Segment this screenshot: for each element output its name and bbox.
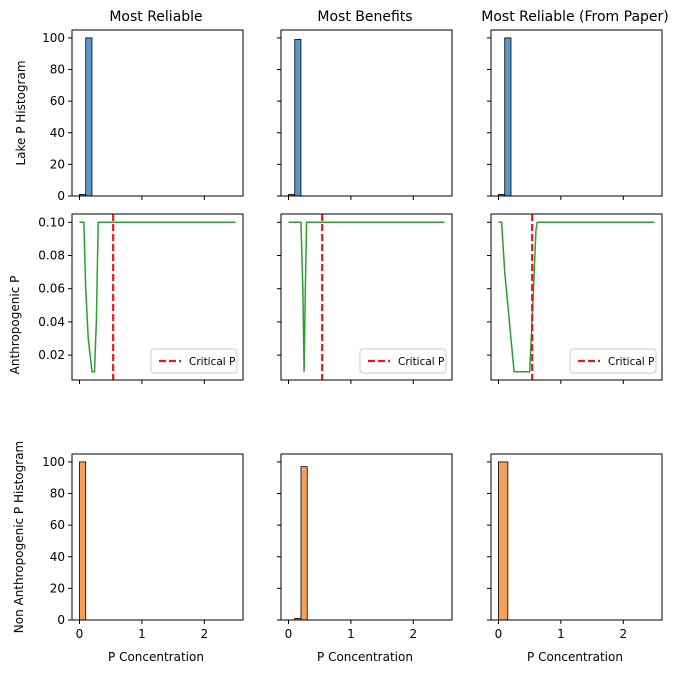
axes-frame xyxy=(280,213,453,381)
anthropogenic-p-line xyxy=(288,221,445,372)
y-tick-label: 0.02 xyxy=(38,348,65,362)
axes-frame xyxy=(280,453,453,621)
y-tick-label: 40 xyxy=(50,550,65,564)
y-tick-label: 0.10 xyxy=(38,215,65,229)
axes-frame xyxy=(71,213,244,381)
y-tick-label: 100 xyxy=(42,455,65,469)
ylabel-row2: Non Anthropogenic P Histogram xyxy=(12,441,26,634)
ylabel-row0: Lake P Histogram xyxy=(14,60,28,165)
axes-frame xyxy=(71,453,244,621)
x-tick-label: 2 xyxy=(619,627,627,641)
y-tick-label: 60 xyxy=(50,518,65,532)
axes-frame xyxy=(490,453,663,621)
col-title-2: Most Reliable (From Paper) xyxy=(481,9,669,25)
legend-label: Critical P xyxy=(189,356,235,368)
legend-box xyxy=(359,348,447,374)
ylabel-row1: Anthropogenic P xyxy=(8,276,22,375)
panel-r1-c0: Critical P 0.02 0.04 0.06 0.08 0.10 xyxy=(38,213,244,384)
y-tick-label: 0.08 xyxy=(38,249,65,263)
legend-label: Critical P xyxy=(608,356,654,368)
panel-r0-c0: 0 20 40 60 80 100 xyxy=(42,29,244,203)
axes-frame xyxy=(490,213,663,381)
hist-bar xyxy=(300,466,308,621)
x-tick-label: 1 xyxy=(138,627,146,641)
y-tick-label: 60 xyxy=(50,94,65,108)
axes-frame xyxy=(280,29,453,197)
hist-bar xyxy=(504,37,512,197)
x-tick-label: 0 xyxy=(285,627,293,641)
y-tick-label: 0.04 xyxy=(38,315,65,329)
panel-r2-c2: 0 1 2 xyxy=(487,453,663,641)
panel-r0-c1 xyxy=(277,29,453,200)
legend-box xyxy=(150,348,238,374)
x-tick-label: 2 xyxy=(200,627,208,641)
hist-bar xyxy=(79,461,87,621)
x-tick-label: 2 xyxy=(409,627,417,641)
hist-bar xyxy=(498,461,509,621)
axes-frame xyxy=(71,29,244,197)
panel-r1-c2: Critical P xyxy=(487,213,663,384)
anthropogenic-p-line xyxy=(498,221,655,373)
y-tick-label: 0.06 xyxy=(38,282,65,296)
y-tick-label: 0 xyxy=(57,189,65,203)
legend-label: Critical P xyxy=(398,356,444,368)
axes-frame xyxy=(490,29,663,197)
col-title-1: Most Benefits xyxy=(317,9,412,25)
x-tick-label: 0 xyxy=(76,627,84,641)
y-tick-label: 100 xyxy=(42,31,65,45)
y-tick-label: 80 xyxy=(50,63,65,77)
x-tick-label: 1 xyxy=(347,627,355,641)
legend-box xyxy=(569,348,657,374)
x-tick-label: 0 xyxy=(495,627,503,641)
xlabel-col1: P Concentration xyxy=(317,650,413,664)
x-tick-label: 1 xyxy=(557,627,565,641)
y-tick-label: 20 xyxy=(50,581,65,595)
panel-r2-c1: 0 1 2 xyxy=(277,453,453,641)
panel-r0-c2 xyxy=(487,29,663,200)
y-tick-label: 80 xyxy=(50,487,65,501)
xlabel-col2: P Concentration xyxy=(527,650,623,664)
panel-r1-c1: Critical P xyxy=(277,213,453,384)
hist-bar xyxy=(294,39,302,197)
anthropogenic-p-line xyxy=(79,221,236,373)
y-tick-label: 40 xyxy=(50,126,65,140)
y-tick-label: 0 xyxy=(57,613,65,627)
col-title-0: Most Reliable xyxy=(109,9,202,25)
y-tick-label: 20 xyxy=(50,157,65,171)
xlabel-col0: P Concentration xyxy=(108,650,204,664)
hist-bar xyxy=(85,37,93,197)
